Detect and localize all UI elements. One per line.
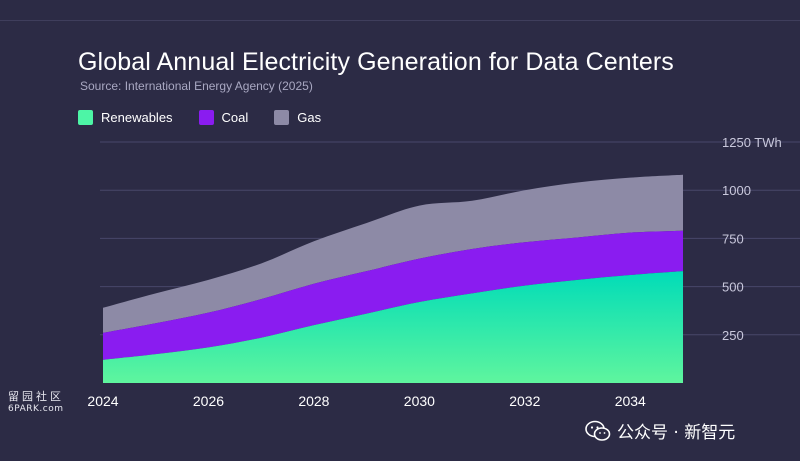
x-tick-label: 2030 xyxy=(404,393,435,409)
legend-item-gas: Gas xyxy=(274,110,321,125)
chart-subtitle: Source: International Energy Agency (202… xyxy=(80,79,313,93)
watermark-6park-line1: 留园社区 xyxy=(8,390,64,403)
y-axis-ticks: 1250 TWh 1000 750 500 250 xyxy=(722,135,782,343)
watermark-wechat-text: 公众号 · 新智元 xyxy=(617,423,736,443)
legend-item-coal: Coal xyxy=(198,110,249,125)
x-tick-label: 2026 xyxy=(193,393,224,409)
chart-legend: Renewables Coal Gas xyxy=(78,110,347,125)
area-renewables xyxy=(103,271,683,383)
legend-swatch-coal xyxy=(198,110,214,125)
watermark-6park-line2: 6PARK.com xyxy=(8,404,64,414)
y-tick-label: 1000 xyxy=(722,183,751,198)
x-tick-label: 2032 xyxy=(509,393,540,409)
wechat-icon xyxy=(585,420,611,441)
watermark-6park: 留园社区 6PARK.com xyxy=(8,388,64,414)
legend-label-coal: Coal xyxy=(221,110,249,125)
legend-swatch-renewables xyxy=(78,110,93,125)
x-tick-label: 2024 xyxy=(87,393,118,409)
y-tick-label: 500 xyxy=(722,280,744,295)
x-axis-ticks: 2024 2026 2028 2030 2032 2034 xyxy=(87,393,646,409)
y-tick-label: 750 xyxy=(722,231,744,246)
legend-item-renewables: Renewables xyxy=(78,110,173,125)
area-coal xyxy=(103,230,683,360)
y-tick-label: 1250 TWh xyxy=(722,135,782,150)
x-tick-label: 2028 xyxy=(298,393,329,409)
area-gas xyxy=(103,174,683,333)
legend-label-gas: Gas xyxy=(297,110,322,125)
top-frame-line xyxy=(0,0,800,21)
x-tick-label: 2034 xyxy=(615,393,646,409)
chart-title: Global Annual Electricity Generation for… xyxy=(78,48,674,76)
y-tick-label: 250 xyxy=(722,328,744,343)
legend-swatch-gas xyxy=(274,110,290,125)
stacked-areas xyxy=(103,174,683,383)
legend-label-renewables: Renewables xyxy=(101,110,173,125)
watermark-wechat: 公众号 · 新智元 xyxy=(585,418,735,443)
